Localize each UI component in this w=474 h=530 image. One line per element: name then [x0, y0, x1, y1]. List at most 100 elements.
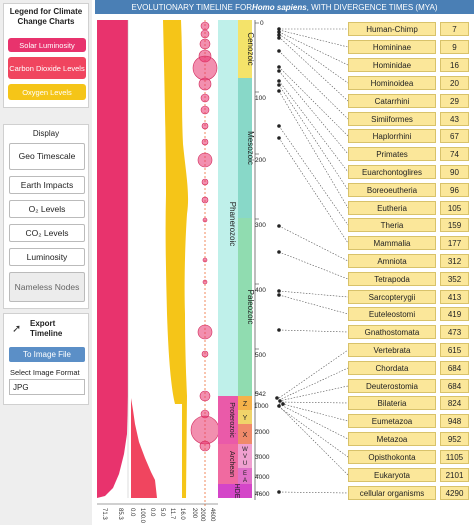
result-value-5: 43 — [440, 112, 469, 126]
tick-label-4600: 4600 — [255, 491, 270, 498]
result-name-1[interactable]: Homininae — [348, 40, 436, 54]
tick-label-500: 500 — [255, 352, 266, 359]
page-title: EVOLUTIONARY TIMELINE FOR Homo sapiens ,… — [95, 0, 474, 14]
tick-label-4000: 4000 — [255, 474, 270, 481]
impact-bubble — [199, 440, 211, 452]
impact-bubble — [200, 29, 210, 39]
impact-bubbles — [190, 21, 220, 452]
node-dot — [277, 136, 281, 140]
connector — [278, 294, 349, 315]
connector — [278, 290, 349, 298]
result-value-1: 9 — [440, 40, 469, 54]
connectors — [278, 28, 349, 494]
connector — [278, 349, 349, 399]
to-image-file-button[interactable]: To Image File — [9, 347, 85, 362]
result-name-5[interactable]: Simiiformes — [348, 112, 436, 126]
era-label-paleozoic: Paleozoic — [246, 290, 255, 325]
tick-label-542: 542 — [255, 391, 266, 398]
result-value-14: 352 — [440, 272, 469, 286]
legend-panel: Legend for Climate Change Charts Solar L… — [3, 3, 89, 108]
result-name-15[interactable]: Sarcopterygii — [348, 290, 436, 304]
title-prefix: EVOLUTIONARY TIMELINE FOR — [131, 2, 252, 12]
era-block-wvu — [238, 444, 252, 468]
result-name-4[interactable]: Catarrhini — [348, 94, 436, 108]
tick-label-1000: 1000 — [254, 403, 269, 410]
legend-solar-luminosity: Solar Luminosity — [8, 38, 86, 52]
result-name-11[interactable]: Theria — [348, 218, 436, 232]
result-name-13[interactable]: Amniota — [348, 254, 436, 268]
export-icon: ➚ — [12, 323, 22, 335]
tick-label-200: 200 — [255, 157, 266, 164]
sub-period-z: Z — [243, 401, 248, 408]
o2-levels-button[interactable]: O₂ Levels — [9, 200, 85, 218]
bottom-label: 71.3 — [101, 508, 107, 520]
oxygen-area — [163, 20, 189, 498]
impact-bubble — [199, 38, 211, 50]
image-format-value: JPG — [13, 382, 29, 392]
tick-label-300: 300 — [255, 222, 266, 229]
co2-levels-button[interactable]: CO₂ Levels — [9, 224, 85, 242]
geo-timescale-button[interactable]: Geo Timescale — [9, 143, 85, 170]
bottom-labels: 71.3 85.3 0.0 100.0 0.0 5.0 11.7 16.0 20… — [101, 508, 215, 524]
result-value-7: 74 — [440, 147, 469, 161]
result-value-10: 105 — [440, 201, 469, 215]
time-ticks: 0 100 200 300 400 500 542 1000 2000 3000… — [254, 20, 270, 498]
solar-luminosity-area — [97, 20, 128, 498]
era-block-proterozoic-outer — [218, 396, 238, 444]
image-format-select[interactable]: JPG — [9, 379, 85, 395]
result-name-20[interactable]: Deuterostomia — [348, 379, 436, 393]
era-block-phanerozoic — [218, 20, 238, 396]
result-name-17[interactable]: Gnathostomata — [348, 325, 436, 339]
luminosity-button[interactable]: Luminosity — [9, 248, 85, 266]
title-species: Homo sapiens — [251, 2, 307, 12]
result-name-16[interactable]: Euteleostomi — [348, 307, 436, 321]
result-name-9[interactable]: Boreoeutheria — [348, 183, 436, 197]
era-block-paleozoic — [238, 218, 252, 396]
result-name-10[interactable]: Eutheria — [348, 201, 436, 215]
result-value-9: 96 — [440, 183, 469, 197]
result-name-7[interactable]: Primates — [348, 147, 436, 161]
result-name-19[interactable]: Chordata — [348, 361, 436, 375]
legend-oxygen: Oxygen Levels — [8, 84, 86, 100]
result-name-12[interactable]: Mammalia — [348, 236, 436, 250]
result-name-14[interactable]: Tetrapoda — [348, 272, 436, 286]
node-dot — [277, 65, 281, 69]
result-name-2[interactable]: Hominidae — [348, 58, 436, 72]
connector — [278, 66, 349, 137]
sub-period-y: Y — [243, 415, 248, 422]
connector — [278, 405, 349, 476]
result-name-22[interactable]: Eumetazoa — [348, 414, 436, 428]
node-dot — [277, 30, 281, 34]
result-name-6[interactable]: Haplorrhini — [348, 129, 436, 143]
node-dot — [277, 224, 281, 228]
impact-bubble — [200, 105, 210, 115]
era-block-cenozoic — [238, 20, 252, 78]
result-name-18[interactable]: Vertebrata — [348, 343, 436, 357]
result-value-11: 159 — [440, 218, 469, 232]
sidebar: Legend for Climate Change Charts Solar L… — [0, 0, 92, 525]
result-value-0: 7 — [440, 22, 469, 36]
nameless-nodes-button[interactable]: Nameless Nodes — [9, 272, 85, 302]
node-dot — [277, 293, 281, 297]
earth-impacts-button[interactable]: Earth Impacts — [9, 176, 85, 194]
node-dot — [277, 328, 281, 332]
result-name-24[interactable]: Opisthokonta — [348, 450, 436, 464]
result-name-26[interactable]: cellular organisms — [348, 486, 436, 500]
connector — [278, 36, 349, 102]
era-block-archean-outer — [218, 444, 238, 484]
legend-title: Legend for Climate Change Charts — [9, 7, 83, 26]
co2-area — [131, 398, 157, 498]
connector — [278, 33, 349, 84]
impact-bubble — [199, 390, 211, 402]
result-name-3[interactable]: Hominoidea — [348, 76, 436, 90]
result-name-8[interactable]: Euarchontoglires — [348, 165, 436, 179]
result-name-25[interactable]: Eukaryota — [348, 468, 436, 482]
result-name-21[interactable]: Bilateria — [348, 396, 436, 410]
node-dot — [281, 402, 285, 406]
sub-period-a: A — [243, 478, 247, 484]
result-name-0[interactable]: Human-Chimp — [348, 22, 436, 36]
bottom-label: 0.0 — [149, 508, 155, 517]
bottom-label: 85.3 — [117, 508, 123, 520]
impact-bubble — [201, 196, 209, 204]
result-name-23[interactable]: Metazoa — [348, 432, 436, 446]
